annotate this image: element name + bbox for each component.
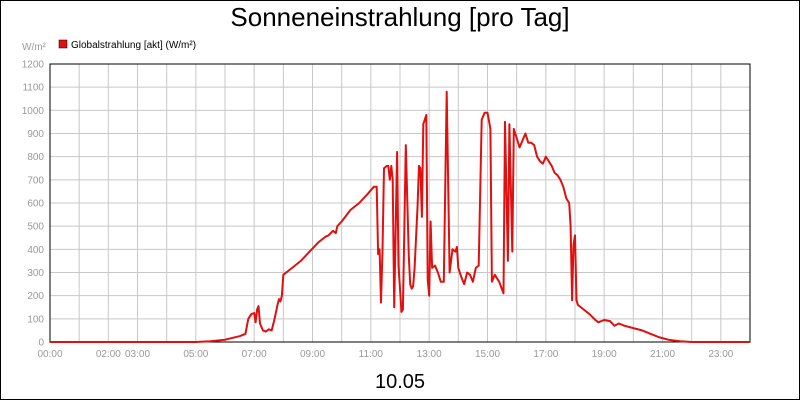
y-tick-label: 0 xyxy=(38,338,44,349)
x-tick-label: 15:00 xyxy=(475,349,500,360)
x-tick-label: 09:00 xyxy=(300,349,325,360)
x-tick-label: 05:00 xyxy=(183,349,208,360)
x-axis-ticks: 00:00 02:00 03:00 05:00 07:00 09:00 11:00 13:00… xyxy=(37,349,733,360)
legend-swatch xyxy=(58,39,68,49)
y-tick-label: 300 xyxy=(27,268,44,279)
y-tick-label: 800 xyxy=(27,152,44,163)
plot-border xyxy=(49,63,751,343)
y-tick-label: 100 xyxy=(27,314,44,325)
x-tick-label: 21:00 xyxy=(650,349,675,360)
x-tick-label: 03:00 xyxy=(125,349,150,360)
x-tick-label: 07:00 xyxy=(242,349,267,360)
y-axis-unit-label: W/m² xyxy=(22,42,47,53)
legend-label: Globalstrahlung [akt] (W/m²) xyxy=(71,40,196,51)
x-tick-label: 00:00 xyxy=(37,349,62,360)
legend: Globalstrahlung [akt] (W/m²) xyxy=(58,39,196,51)
y-tick-label: 1100 xyxy=(22,83,44,94)
plot-area xyxy=(49,63,751,343)
y-axis-ticks: 0 100 200 300 400 500 600 700 800 900 1000 1100 1200 xyxy=(22,60,45,349)
x-tick-label: 02:00 xyxy=(96,349,121,360)
y-tick-label: 700 xyxy=(27,175,44,186)
y-tick-label: 400 xyxy=(27,245,44,256)
y-tick-label: 1000 xyxy=(22,106,45,117)
y-tick-label: 200 xyxy=(27,291,44,302)
date-label: 10.05 xyxy=(375,371,425,393)
y-tick-label: 500 xyxy=(27,222,44,233)
x-tick-label: 19:00 xyxy=(592,349,617,360)
series-line xyxy=(50,90,750,343)
y-tick-label: 900 xyxy=(27,129,44,140)
chart-title: Sonneneinstrahlung [pro Tag] xyxy=(230,2,569,32)
x-tick-label: 23:00 xyxy=(708,349,733,360)
y-tick-label: 600 xyxy=(27,199,44,210)
x-tick-label: 13:00 xyxy=(417,349,442,360)
x-tick-label: 17:00 xyxy=(533,349,558,360)
x-tick-label: 11:00 xyxy=(359,349,384,360)
y-tick-label: 1200 xyxy=(22,60,45,71)
